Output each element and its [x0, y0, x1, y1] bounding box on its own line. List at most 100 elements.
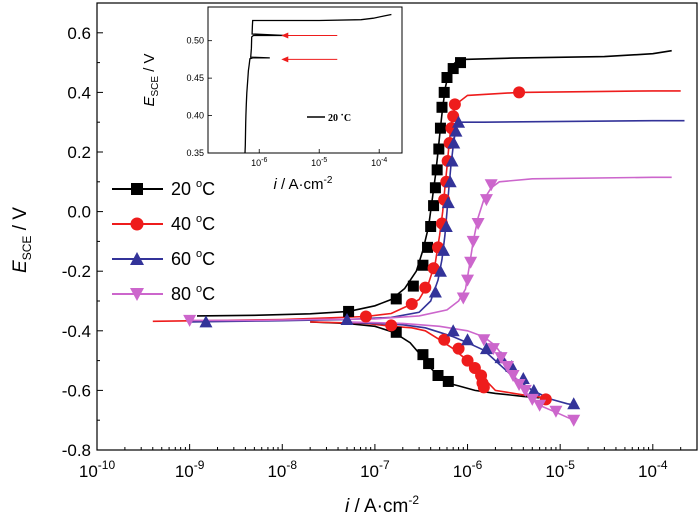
legend-label-40c: 40 oC	[171, 213, 215, 234]
series-60c-point	[527, 383, 541, 396]
x-tick-label: 10-8	[267, 458, 297, 481]
series-20c-point	[455, 57, 467, 69]
series-40c-point	[438, 333, 451, 346]
series-80c-point	[549, 405, 563, 418]
legend-label-80c: 80 oC	[171, 283, 215, 304]
inset-y-axis-title-subscript: SCE	[150, 76, 161, 97]
inset-y-axis-title: ESCE / V	[141, 53, 161, 106]
series-40c-point	[461, 354, 474, 367]
inset-arrows	[281, 32, 338, 63]
series-60c-point	[428, 285, 442, 298]
legend-label-20c: 20 oC	[171, 178, 215, 199]
series-80c-point	[484, 179, 498, 192]
legend-label-40c-value: 40	[171, 214, 196, 234]
inset-y-axis-title-symbol: E	[141, 96, 158, 107]
series-20c-point	[441, 72, 453, 83]
x-axis-title-symbol: i	[345, 496, 350, 517]
inset-arrow-head	[281, 56, 289, 63]
y-axis-title-symbol: E	[10, 260, 31, 273]
legend-label-80c-degree: o	[196, 283, 202, 295]
series-40c-point	[427, 262, 440, 275]
inset-x-axis-title-symbol: i	[274, 176, 278, 193]
legend-label-20c-degree: o	[196, 178, 202, 190]
series-60c-point	[443, 175, 457, 188]
series-80c-point	[506, 370, 520, 382]
main-axis-ticks: 10-10 10-9 10-8 10-7 10-6 10-5 10-4 0.6 0.4 0.2 0.…	[62, 24, 682, 481]
series-80c-point	[183, 314, 197, 327]
inset-x-tick-label: 10-5	[311, 157, 327, 168]
series-40c-point	[359, 310, 372, 323]
y-tick-label: 0.0	[67, 203, 91, 222]
series-40c-point	[452, 342, 465, 355]
series-40c-anodic-line	[152, 90, 681, 323]
legend-entry-40c: 40 oC	[112, 213, 215, 234]
series-60c-point	[567, 397, 581, 410]
x-tick-label: 10-6	[453, 458, 483, 481]
series-20c-point	[442, 375, 454, 387]
inset-y-axis-title-unit: / V	[141, 53, 158, 76]
inset-x-tick-label: 10-4	[371, 157, 387, 168]
series-60c-point	[452, 115, 466, 128]
inset-legend-unit: C	[344, 113, 351, 124]
series-80c-point	[494, 352, 508, 365]
series-20c-point	[436, 101, 448, 113]
series-20c-point	[417, 349, 429, 361]
inset-y-tick-label: 0.40	[186, 111, 204, 121]
series-80c-point	[525, 393, 539, 406]
inset-y-tick-label: 0.35	[186, 148, 204, 158]
legend-label-40c-unit: C	[202, 214, 215, 234]
inset-x-tick-label: 10-6	[251, 157, 267, 168]
legend-entry-80c: 80 oC	[112, 283, 215, 304]
legend: 20 oC 40 oC 60 oC 80 oC	[112, 178, 215, 304]
main-marker-group	[183, 57, 581, 427]
legend-marker-triangle-up	[130, 252, 144, 265]
inset-axis-ticks: 10-6 10-5 10-4 0.35 0.40 0.45 0.50	[186, 36, 387, 168]
series-20c-point	[429, 182, 441, 194]
series-80c-point	[466, 235, 480, 248]
series-20c-point	[390, 326, 402, 338]
series-60c-point	[340, 312, 354, 325]
series-80c-point	[518, 384, 532, 397]
series-80c-point	[471, 218, 485, 231]
inset-series-20c-line	[244, 13, 392, 154]
series-80c-point	[533, 399, 547, 412]
y-tick-label: 0.2	[67, 143, 91, 162]
x-tick-label: 10-7	[360, 458, 390, 481]
series-60c-point	[199, 315, 213, 328]
inset-legend: 20 ·C	[307, 110, 351, 124]
series-60c-point	[433, 264, 447, 277]
legend-label-60c-value: 60	[171, 249, 196, 269]
series-20c-point	[431, 164, 443, 176]
series-40c-point	[447, 110, 460, 123]
series-20c-point	[438, 86, 450, 98]
inset-series-group	[244, 13, 392, 154]
series-60c-point	[479, 342, 493, 355]
series-80c-point	[464, 256, 478, 269]
x-tick-label: 10-5	[545, 458, 575, 481]
series-80c-point	[486, 343, 500, 356]
series-80c-point	[477, 334, 491, 347]
series-20c-point	[447, 63, 459, 75]
legend-marker-circle	[130, 217, 144, 231]
series-60c-point	[461, 333, 475, 346]
series-60c-point	[445, 154, 459, 167]
inset-arrow-head	[281, 32, 289, 39]
legend-entry-60c: 60 oC	[112, 248, 215, 269]
legend-label-60c-unit: C	[202, 249, 215, 269]
legend-label-80c-unit: C	[202, 284, 215, 304]
x-axis-title-exponent: -2	[408, 493, 419, 507]
inset-legend-label: 20 ·C	[328, 110, 351, 124]
y-tick-label: -0.2	[62, 262, 91, 281]
series-80c-point	[461, 274, 475, 287]
legend-marker-triangle-down	[130, 288, 144, 301]
series-80c-point	[456, 292, 470, 305]
inset-x-axis-title-unit: / A·cm	[277, 176, 324, 193]
series-60c-point	[447, 136, 461, 149]
series-40c-point	[513, 86, 526, 99]
x-tick-label: 10-4	[638, 458, 668, 481]
y-tick-label: 0.6	[67, 24, 91, 43]
series-20c-point	[343, 305, 355, 317]
series-20c-point	[434, 122, 446, 134]
series-40c-point	[477, 381, 490, 394]
series-20c-anodic-line	[196, 49, 672, 317]
